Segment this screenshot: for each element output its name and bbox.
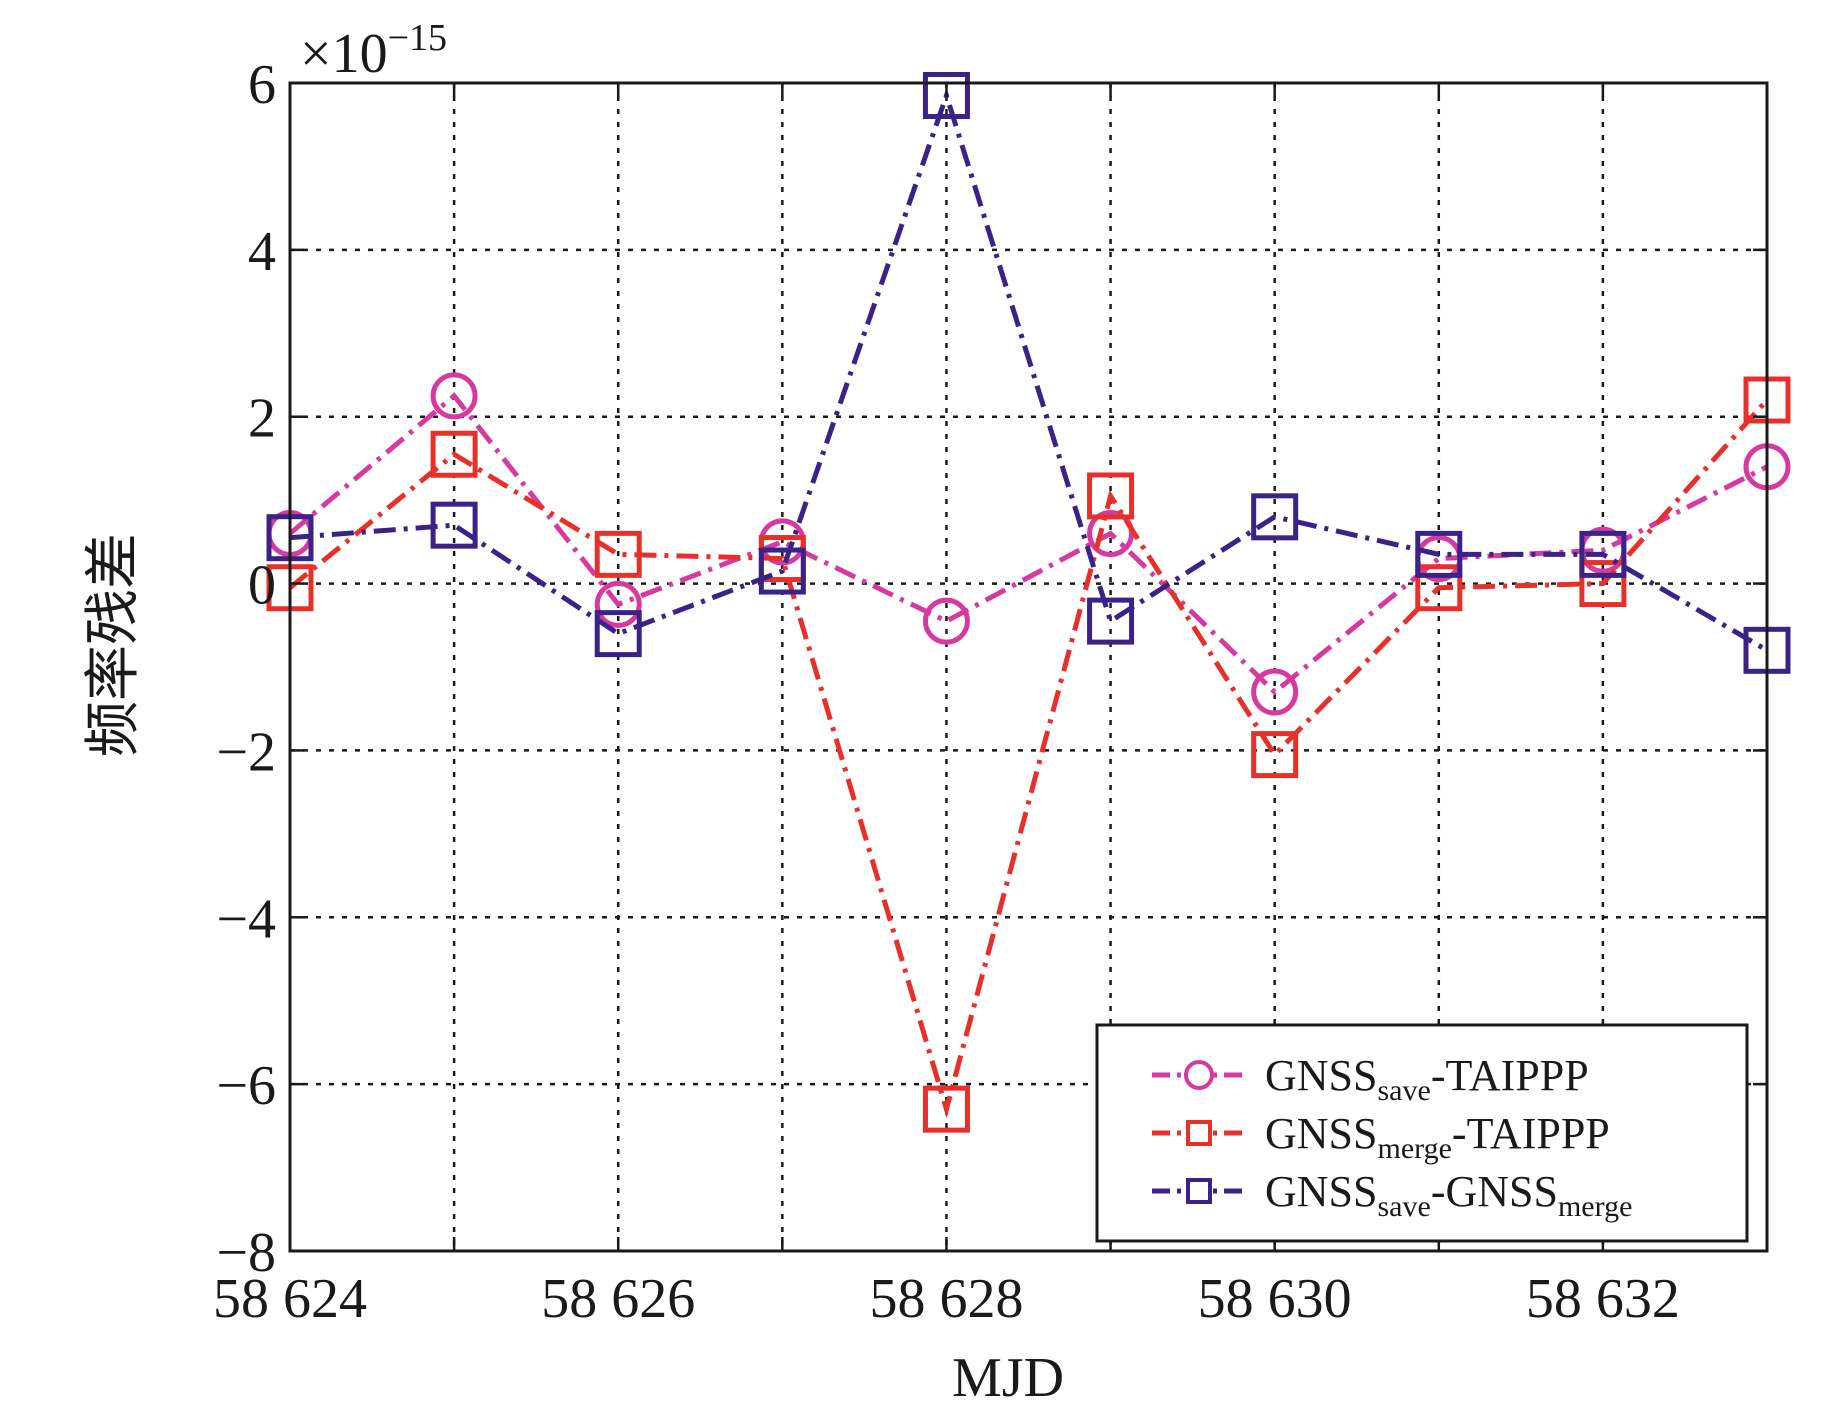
x-tick-label: 58 628 [869,1268,1023,1330]
y-tick-label: −6 [216,1055,276,1117]
data-point [594,580,642,628]
legend-label: GNSSmerge-TAIPPP [1265,1109,1610,1165]
legend-label-text: GNSS [1265,1051,1378,1100]
y-tick-label: −8 [216,1222,276,1284]
legend-entry: GNSSmerge-TAIPPP [1152,1109,1610,1165]
legend-label-text: GNSS [1265,1109,1378,1158]
legend-label: GNSSsave-TAIPPP [1265,1051,1589,1107]
data-point [922,597,970,645]
y-tick-label: −2 [216,721,276,783]
plot-frame [288,81,1769,1253]
legend-label-subscript: merge [1558,1190,1632,1223]
data-point [594,530,642,578]
y-tick-label: 4 [248,221,276,283]
y-tick-label: 2 [248,388,276,450]
y-axis-title: 频率残差 [83,533,145,757]
y-multiplier-exponent: −15 [388,17,447,59]
data-point [922,1085,970,1133]
legend-label: GNSSsave-GNSSmerge [1265,1167,1632,1223]
y-tick-label: 0 [248,555,276,617]
legend-swatch-marker [1186,1120,1212,1146]
legend-label-subscript: save [1378,1074,1431,1107]
data-point [1251,731,1299,779]
x-tick-label: 58 632 [1526,1268,1680,1330]
legend-label-text: -TAIPPP [1431,1051,1589,1100]
y-tick-label: −4 [216,888,276,950]
data-point [430,501,478,549]
data-point [1087,597,1135,645]
legend-label-subscript: merge [1378,1132,1452,1165]
data-point [1251,493,1299,541]
data-point [758,547,806,595]
legend-label-subscript: save [1378,1190,1431,1223]
data-point [430,372,478,420]
data-point [594,610,642,658]
legend-box [1095,1023,1749,1243]
legend-swatch-marker [1186,1178,1212,1204]
series-line [288,398,1769,1119]
legend-label-text: -TAIPPP [1452,1109,1610,1158]
legend-label-text: -GNSS [1431,1167,1558,1216]
data-point [1251,668,1299,716]
data-point [1579,530,1627,578]
data-point [922,72,970,120]
y-tick-label: 6 [248,54,276,116]
series-line [289,87,1769,653]
data-point [430,430,478,478]
legend-label-text: GNSS [1265,1167,1378,1216]
x-axis-title: MJD [952,1347,1064,1409]
legend-swatch-marker [1184,1060,1214,1090]
x-tick-label: 58 630 [1198,1268,1352,1330]
ticks: 58 624 58 626 58 628 58 630 58 632 −8 −6 −4 −2 0 2… [213,54,1769,1330]
series-layer [266,72,1791,1133]
legend: GNSSsave-TAIPPPGNSSmerge-TAIPPPGNSSsave-… [1095,1023,1749,1243]
data-point [1579,560,1627,608]
data-point [1415,530,1463,578]
x-tick-label: 58 626 [541,1268,695,1330]
legend-entry: GNSSsave-TAIPPP [1152,1051,1589,1107]
data-point [1415,564,1463,612]
legend-entry: GNSSsave-GNSSmerge [1152,1167,1632,1223]
x-tick-label: 58 624 [213,1268,367,1330]
data-point [1087,472,1135,520]
y-multiplier-base: ×10 [300,23,388,85]
y-multiplier: ×10−15 [300,17,447,85]
